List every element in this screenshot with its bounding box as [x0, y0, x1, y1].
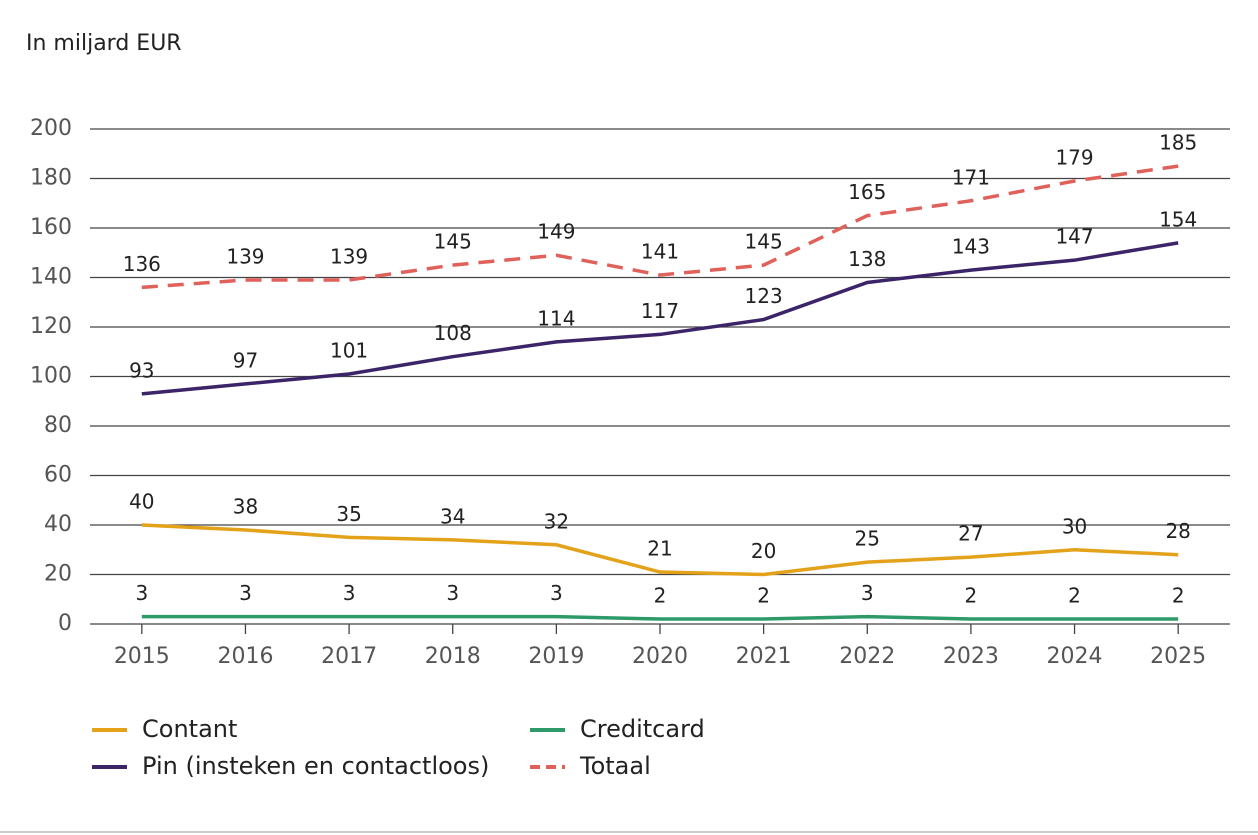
y-tick-label: 0	[58, 611, 72, 636]
data-label: 38	[233, 494, 258, 518]
y-tick-label: 80	[44, 413, 72, 438]
data-label: 27	[958, 522, 983, 546]
data-label: 25	[855, 527, 880, 551]
legend-label: Totaal	[579, 752, 651, 780]
series-line	[141, 241, 1179, 396]
x-tick-label: 2019	[528, 644, 584, 669]
x-tick-label: 2020	[632, 644, 688, 669]
y-tick-label: 180	[30, 166, 72, 191]
data-label: 40	[129, 490, 154, 514]
data-label: 147	[1055, 225, 1093, 249]
x-tick-label: 2018	[425, 644, 481, 669]
y-tick-label: 200	[30, 116, 72, 141]
x-tick-label: 2021	[736, 644, 792, 669]
data-label: 2	[1172, 584, 1185, 608]
x-tick-label: 2025	[1150, 644, 1206, 669]
data-label: 154	[1159, 207, 1197, 231]
data-label: 3	[239, 581, 252, 605]
y-tick-label: 120	[30, 314, 72, 339]
x-tick-label: 2015	[114, 644, 170, 669]
data-label: 165	[848, 180, 886, 204]
data-label: 30	[1062, 514, 1087, 538]
data-label: 28	[1165, 519, 1190, 543]
y-tick-label: 100	[30, 364, 72, 389]
y-tick-label: 60	[44, 463, 72, 488]
legend-label: Pin (insteken en contactloos)	[142, 752, 489, 780]
data-label: 141	[641, 240, 679, 264]
data-label: 97	[233, 348, 258, 372]
y-axis-label: In miljard EUR	[26, 31, 182, 56]
x-tick-label: 2023	[943, 644, 999, 669]
data-label: 2	[1068, 584, 1081, 608]
data-label: 101	[330, 339, 368, 363]
data-label: 2	[757, 584, 770, 608]
data-label: 3	[550, 581, 563, 605]
data-label: 138	[848, 247, 886, 271]
data-label: 145	[745, 230, 783, 254]
data-label: 185	[1159, 131, 1197, 155]
data-label: 136	[123, 252, 161, 276]
data-label: 145	[434, 230, 472, 254]
y-tick-label: 140	[30, 265, 72, 290]
data-label: 35	[336, 502, 361, 526]
series-line	[141, 614, 1179, 621]
data-label: 3	[446, 581, 459, 605]
y-tick-label: 20	[44, 562, 72, 587]
series-line	[141, 164, 1179, 290]
series-line	[141, 523, 1179, 577]
data-label: 171	[952, 165, 990, 189]
data-label: 123	[745, 284, 783, 308]
data-label: 139	[226, 244, 264, 268]
data-label: 32	[544, 509, 569, 533]
data-label: 3	[135, 581, 148, 605]
data-label: 108	[434, 321, 472, 345]
x-tick-label: 2024	[1047, 644, 1103, 669]
legend-label: Creditcard	[580, 715, 705, 743]
legend-label: Contant	[142, 715, 237, 743]
data-label: 179	[1055, 145, 1093, 169]
data-label: 139	[330, 244, 368, 268]
data-label: 2	[654, 584, 667, 608]
x-tick-label: 2022	[839, 644, 895, 669]
data-label: 21	[647, 537, 672, 561]
data-label: 93	[129, 358, 154, 382]
data-label: 114	[537, 306, 575, 330]
y-tick-label: 160	[30, 215, 72, 240]
data-label: 149	[537, 220, 575, 244]
y-tick-label: 40	[44, 512, 72, 537]
data-label: 2	[965, 584, 978, 608]
data-label: 3	[861, 581, 874, 605]
data-label: 3	[343, 581, 356, 605]
data-label: 20	[751, 539, 776, 563]
data-label: 117	[641, 299, 679, 323]
x-tick-label: 2017	[321, 644, 377, 669]
data-label: 143	[952, 235, 990, 259]
data-label: 34	[440, 504, 465, 528]
x-tick-label: 2016	[217, 644, 273, 669]
